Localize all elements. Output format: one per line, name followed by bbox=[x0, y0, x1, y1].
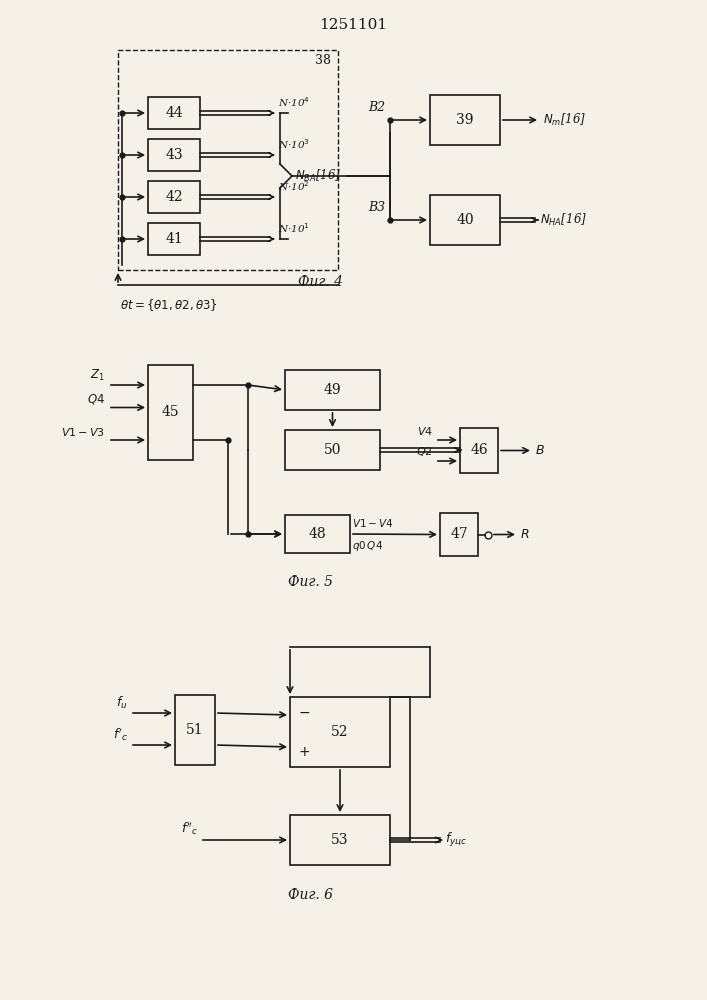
Text: Фиг. 6: Фиг. 6 bbox=[288, 888, 332, 902]
Text: 41: 41 bbox=[165, 232, 183, 246]
Text: $N_m$[16]: $N_m$[16] bbox=[543, 112, 586, 128]
Text: 52: 52 bbox=[332, 725, 349, 739]
Text: $V1-V4$: $V1-V4$ bbox=[352, 517, 394, 529]
Text: N·10$^4$: N·10$^4$ bbox=[278, 95, 310, 109]
Text: $+$: $+$ bbox=[298, 745, 310, 759]
Text: $f''_c$: $f''_c$ bbox=[180, 820, 198, 837]
Text: B2: B2 bbox=[368, 101, 385, 114]
Text: 44: 44 bbox=[165, 106, 183, 120]
Text: 49: 49 bbox=[324, 383, 341, 397]
Text: 51: 51 bbox=[186, 723, 204, 737]
Bar bbox=[285, 370, 380, 410]
Text: $f'_c$: $f'_c$ bbox=[113, 726, 128, 743]
Text: $V4$: $V4$ bbox=[417, 425, 433, 437]
Bar bbox=[430, 195, 500, 245]
Text: 48: 48 bbox=[309, 527, 327, 541]
Bar bbox=[148, 139, 200, 171]
Bar bbox=[460, 428, 498, 473]
Text: 46: 46 bbox=[470, 444, 488, 458]
Text: 47: 47 bbox=[450, 528, 468, 542]
Text: $-$: $-$ bbox=[298, 705, 310, 719]
Text: 39: 39 bbox=[456, 113, 474, 127]
Bar bbox=[430, 95, 500, 145]
Text: N·10$^2$: N·10$^2$ bbox=[278, 179, 310, 193]
Bar bbox=[148, 365, 193, 460]
Text: N·10$^3$: N·10$^3$ bbox=[278, 137, 310, 151]
Text: $f_{уцc}$: $f_{уцc}$ bbox=[445, 831, 467, 849]
Bar bbox=[285, 430, 380, 470]
Bar bbox=[175, 695, 215, 765]
Text: N·10$^1$: N·10$^1$ bbox=[278, 221, 310, 235]
Text: $\theta t = \{\theta 1, \theta 2, \theta 3\}$: $\theta t = \{\theta 1, \theta 2, \theta… bbox=[120, 297, 218, 313]
Text: $B$: $B$ bbox=[535, 444, 545, 457]
Text: $Q4$: $Q4$ bbox=[87, 391, 105, 406]
Text: 53: 53 bbox=[332, 833, 349, 847]
Text: 42: 42 bbox=[165, 190, 183, 204]
Text: $N_{HA}$[16]: $N_{HA}$[16] bbox=[540, 212, 587, 228]
Bar bbox=[285, 515, 350, 553]
Text: 40: 40 bbox=[456, 213, 474, 227]
Text: $q0\/Q4$: $q0\/Q4$ bbox=[352, 539, 383, 553]
Bar bbox=[148, 223, 200, 255]
Text: 43: 43 bbox=[165, 148, 183, 162]
Text: $R$: $R$ bbox=[520, 528, 530, 541]
Text: Фиг. 5: Фиг. 5 bbox=[288, 575, 332, 589]
Text: $Q2$: $Q2$ bbox=[416, 445, 433, 458]
Bar bbox=[148, 97, 200, 129]
Text: $Z_1$: $Z_1$ bbox=[90, 368, 105, 383]
Bar bbox=[290, 697, 390, 767]
Bar bbox=[440, 513, 478, 556]
Text: $f_u$: $f_u$ bbox=[117, 695, 128, 711]
Text: Фиг. 4: Фиг. 4 bbox=[298, 275, 342, 289]
Text: 1251101: 1251101 bbox=[319, 18, 387, 32]
Bar bbox=[290, 815, 390, 865]
Text: 50: 50 bbox=[324, 443, 341, 457]
Text: B3: B3 bbox=[368, 201, 385, 214]
Text: $N_{BA}$[16]: $N_{BA}$[16] bbox=[295, 168, 341, 184]
Bar bbox=[148, 181, 200, 213]
Text: $V1-V3$: $V1-V3$ bbox=[61, 426, 105, 438]
Text: 45: 45 bbox=[162, 406, 180, 420]
Text: 38: 38 bbox=[315, 53, 331, 66]
